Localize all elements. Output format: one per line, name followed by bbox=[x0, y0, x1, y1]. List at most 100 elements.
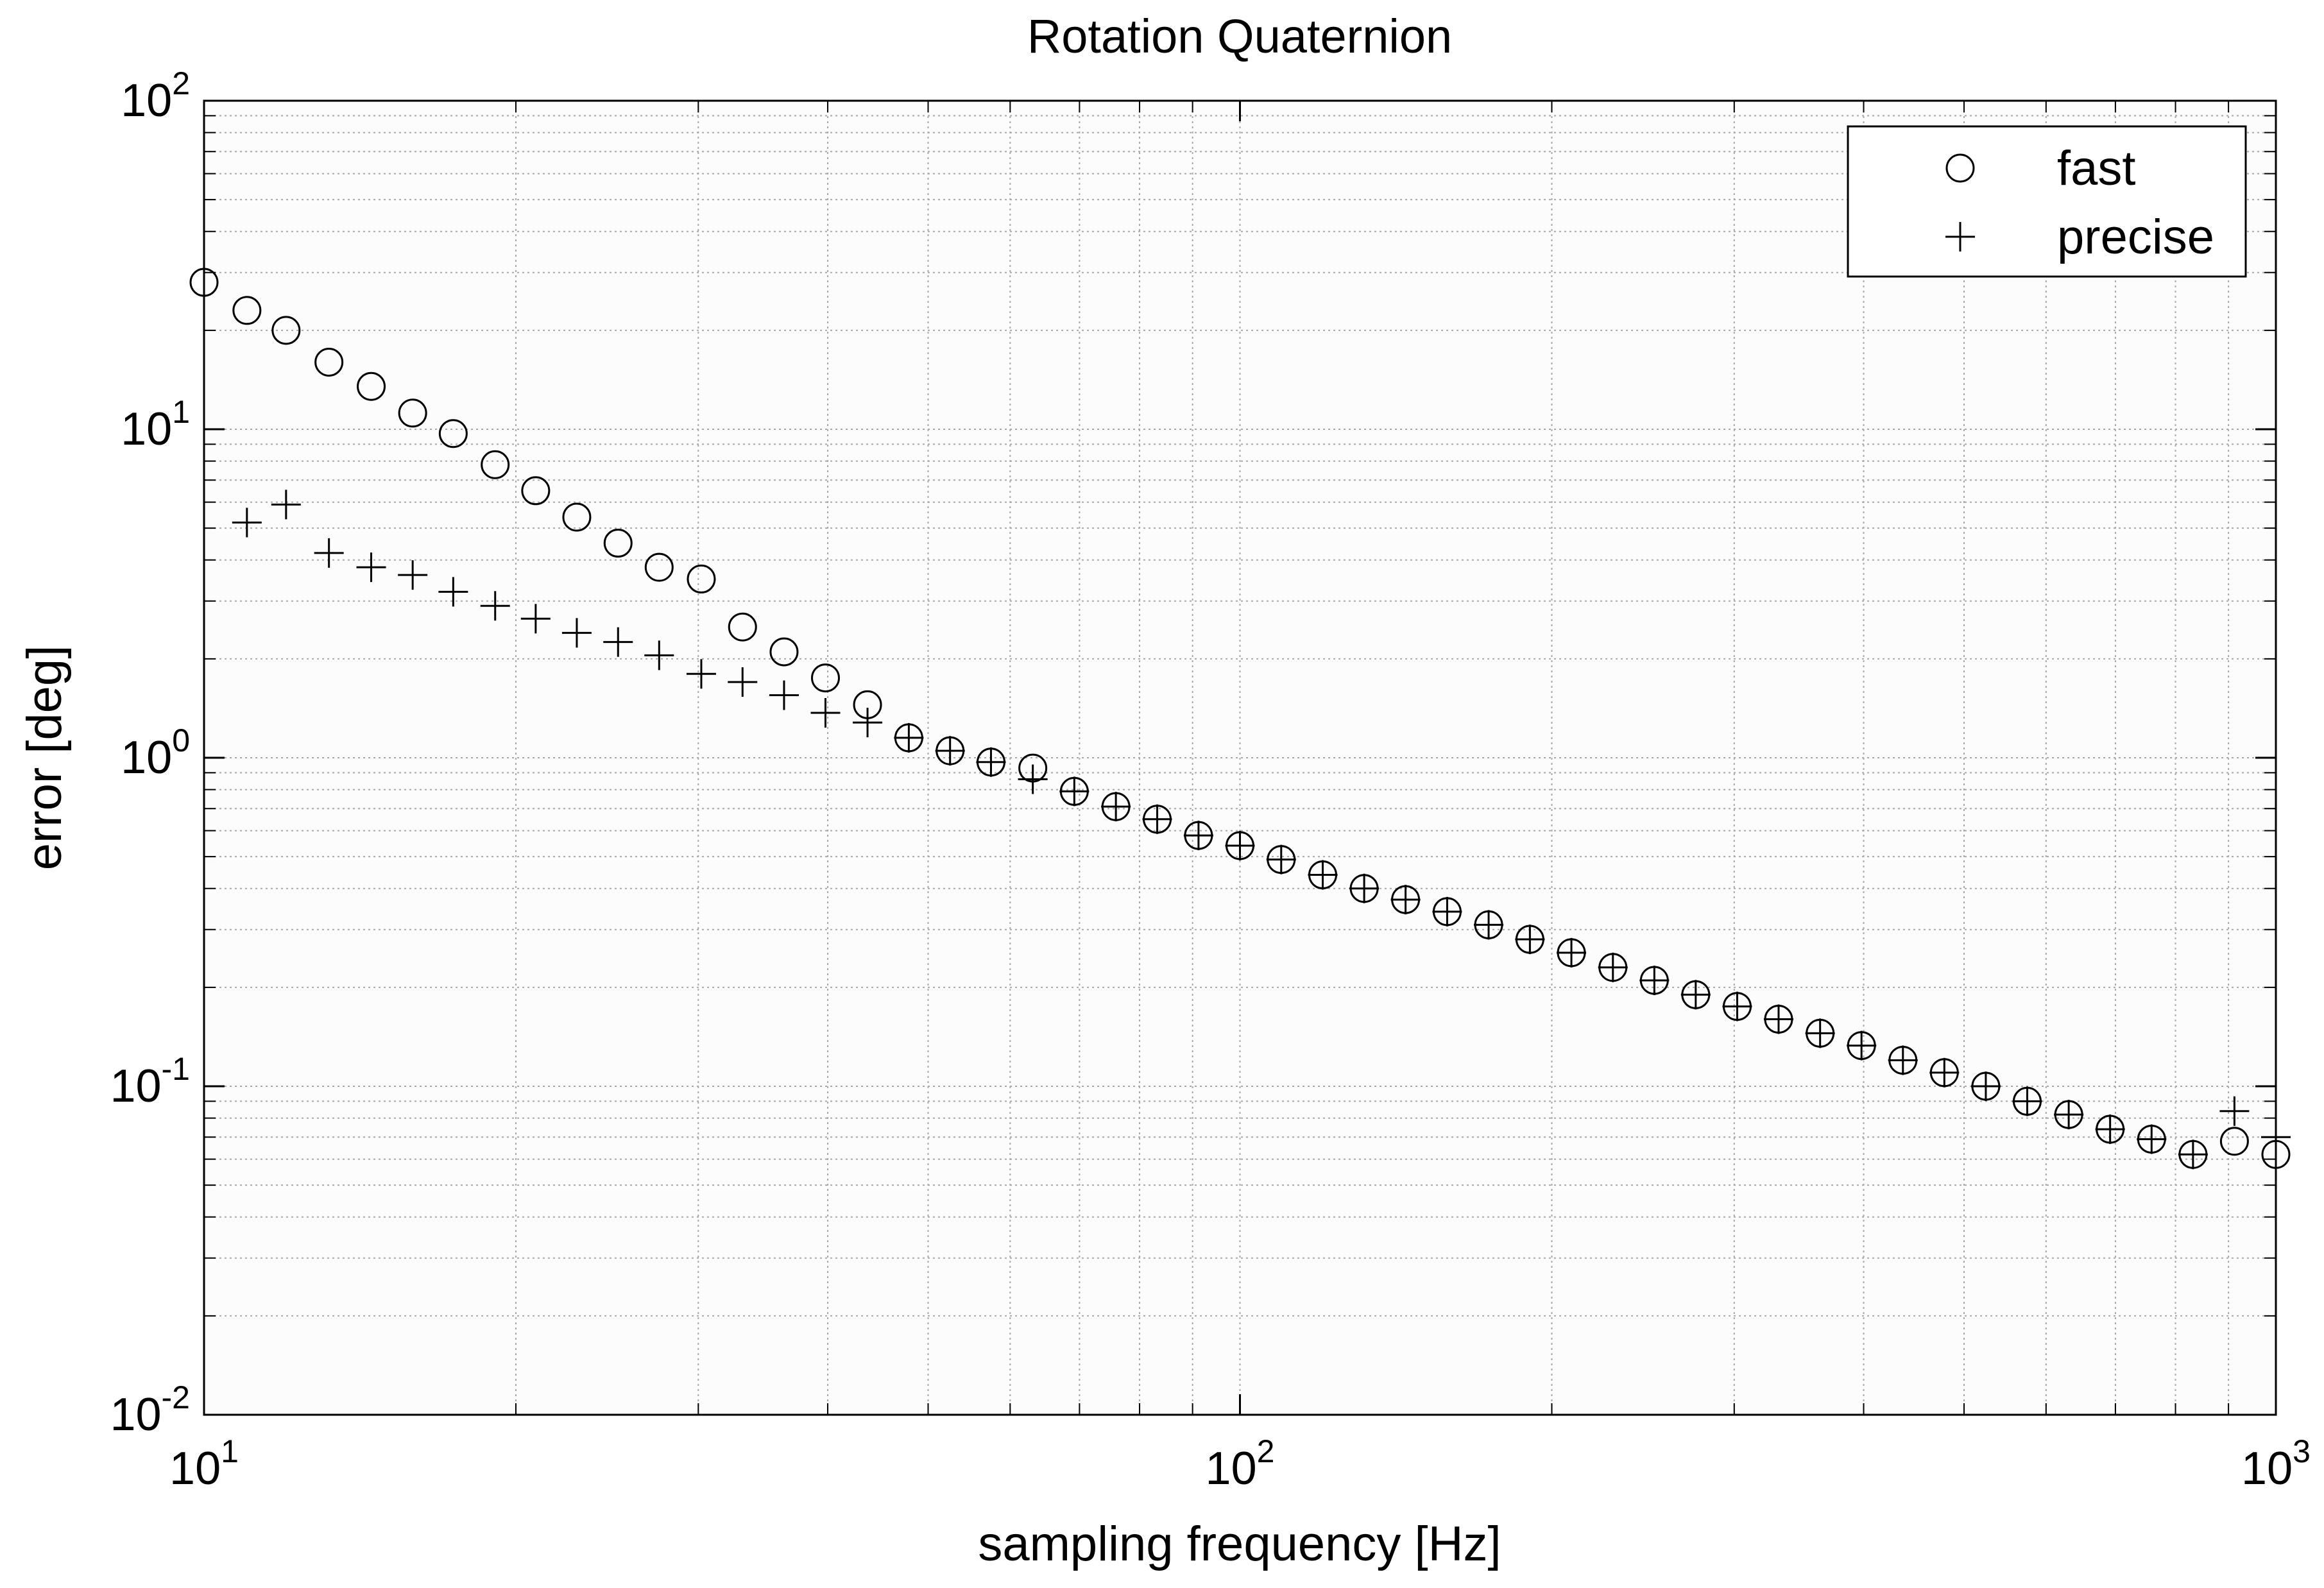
precise-point bbox=[1888, 1045, 1918, 1075]
legend-fast-label: fast bbox=[2057, 141, 2136, 196]
precise-point bbox=[1225, 831, 1255, 861]
precise-point bbox=[644, 640, 674, 670]
precise-point bbox=[314, 538, 344, 568]
fast-point bbox=[398, 398, 427, 428]
precise-point bbox=[2219, 1096, 2250, 1126]
x-tick-label: 103 bbox=[2241, 1433, 2311, 1494]
legend: fast precise bbox=[1847, 125, 2247, 278]
fast-point bbox=[562, 502, 592, 532]
precise-point bbox=[976, 747, 1006, 777]
precise-point bbox=[1183, 821, 1213, 851]
y-tick-label: 10-2 bbox=[110, 1379, 190, 1440]
precise-point bbox=[2012, 1086, 2042, 1116]
precise-point bbox=[1308, 860, 1338, 890]
precise-point bbox=[1390, 885, 1421, 915]
x-tick-label: 101 bbox=[169, 1433, 239, 1494]
precise-point bbox=[728, 667, 758, 697]
precise-point bbox=[1970, 1071, 2001, 1101]
precise-point bbox=[1929, 1057, 1960, 1088]
chart-title: Rotation Quaternion bbox=[1027, 10, 1452, 63]
fast-point bbox=[728, 612, 757, 642]
precise-point bbox=[2178, 1140, 2208, 1170]
fast-point bbox=[769, 637, 799, 667]
precise-point bbox=[686, 659, 716, 689]
precise-point bbox=[1349, 873, 1380, 903]
precise-point bbox=[520, 604, 551, 634]
fast-point bbox=[521, 476, 551, 506]
y-axis-label: error [deg] bbox=[17, 645, 72, 871]
precise-point bbox=[810, 697, 841, 728]
y-tick-label-exponent: -2 bbox=[162, 1379, 190, 1415]
x-tick-label: 102 bbox=[1206, 1433, 1275, 1494]
precise-point bbox=[1680, 980, 1711, 1010]
fast-point bbox=[811, 663, 841, 693]
x-tick-label-exponent: 2 bbox=[1257, 1433, 1275, 1469]
precise-point bbox=[2054, 1100, 2084, 1130]
precise-point bbox=[1101, 792, 1131, 822]
y-tick-label-exponent: 1 bbox=[172, 394, 190, 430]
fast-point bbox=[603, 529, 633, 558]
precise-point bbox=[2137, 1124, 2167, 1154]
legend-box bbox=[1847, 125, 2247, 278]
y-tick-label-base: 10 bbox=[121, 404, 172, 455]
precise-point bbox=[2095, 1114, 2125, 1144]
legend-precise-marker-icon bbox=[1945, 222, 1975, 252]
precise-point bbox=[2261, 1122, 2291, 1152]
legend-precise-label: precise bbox=[2057, 210, 2214, 264]
axes bbox=[203, 99, 2277, 1416]
fast-point bbox=[314, 347, 344, 377]
precise-point bbox=[1639, 966, 1670, 996]
precise-series bbox=[232, 490, 2291, 1170]
precise-point bbox=[769, 680, 799, 710]
fast-point bbox=[438, 419, 468, 448]
precise-point bbox=[1722, 991, 1752, 1021]
precise-point bbox=[1142, 804, 1172, 834]
y-tick-label-base: 10 bbox=[121, 75, 172, 126]
precise-point bbox=[1847, 1030, 1877, 1061]
precise-point bbox=[356, 552, 386, 583]
fast-point bbox=[189, 268, 219, 297]
precise-point bbox=[1805, 1018, 1835, 1048]
y-tick-label-exponent: 2 bbox=[172, 65, 190, 101]
precise-point bbox=[561, 618, 592, 648]
y-tick-label-base: 10 bbox=[121, 732, 172, 783]
fast-point bbox=[357, 371, 386, 401]
precise-point bbox=[1059, 776, 1089, 807]
precise-point bbox=[603, 627, 633, 657]
y-tick-label: 10-1 bbox=[110, 1051, 190, 1112]
precise-point bbox=[271, 490, 301, 520]
fast-point bbox=[2219, 1127, 2249, 1156]
fast-point bbox=[481, 450, 510, 479]
precise-point bbox=[1018, 764, 1048, 794]
precise-point bbox=[1515, 925, 1545, 955]
precise-point bbox=[1474, 910, 1504, 940]
precise-point bbox=[232, 508, 262, 538]
precise-point bbox=[1598, 952, 1628, 982]
precise-point bbox=[894, 722, 924, 753]
x-tick-label-base: 10 bbox=[169, 1443, 221, 1494]
fast-point bbox=[232, 296, 262, 325]
y-tick-label: 101 bbox=[121, 394, 190, 455]
x-axis-label: sampling frequency [Hz] bbox=[978, 1517, 1501, 1571]
y-tick-label-exponent: 0 bbox=[172, 722, 190, 758]
x-tick-label-base: 10 bbox=[2241, 1443, 2293, 1494]
x-tick-label-base: 10 bbox=[1206, 1443, 1257, 1494]
y-tick-label: 100 bbox=[121, 722, 190, 783]
y-tick-label-exponent: -1 bbox=[162, 1051, 190, 1087]
precise-point bbox=[935, 736, 965, 766]
y-tick-label-base: 10 bbox=[110, 1061, 161, 1112]
legend-fast-marker-icon bbox=[1945, 153, 1975, 183]
precise-point bbox=[1763, 1004, 1793, 1034]
x-tick-label-exponent: 1 bbox=[221, 1433, 239, 1469]
precise-point bbox=[1266, 844, 1296, 875]
y-tick-label: 102 bbox=[121, 65, 190, 126]
precise-point bbox=[1432, 896, 1462, 926]
fast-point bbox=[644, 552, 674, 582]
precise-point bbox=[438, 577, 468, 607]
precise-point bbox=[1557, 937, 1587, 968]
y-tick-label-base: 10 bbox=[110, 1389, 161, 1440]
fast-point bbox=[687, 564, 716, 593]
precise-point bbox=[398, 560, 428, 590]
